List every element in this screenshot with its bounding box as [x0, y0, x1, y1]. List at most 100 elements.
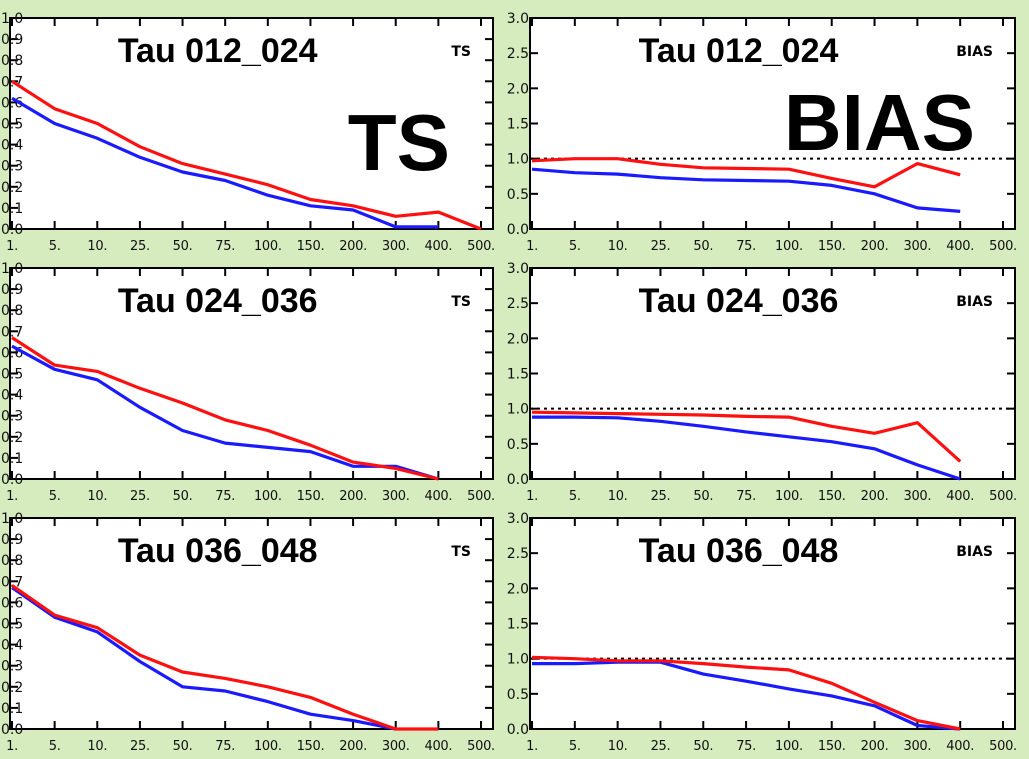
x-tick-label: 150.: [297, 489, 325, 504]
y-tick-label: 0.5: [507, 187, 529, 203]
x-tick-label: 300.: [903, 739, 931, 754]
x-tick-label: 10.: [608, 739, 628, 754]
x-tick-label: 150.: [818, 489, 846, 504]
x-tick-label: 5.: [569, 489, 581, 504]
x-tick-label: 150.: [297, 239, 325, 254]
x-tick-label: 100.: [775, 239, 803, 254]
y-tick-label: 2.0: [507, 81, 529, 97]
plot-area: [529, 517, 1016, 730]
series-line-red: [531, 655, 961, 731]
x-tick-label: 100.: [254, 739, 282, 754]
y-tick-label: 2.5: [507, 296, 529, 312]
x-tick-label: 25.: [130, 739, 150, 754]
x-tick-label: 500.: [467, 489, 495, 504]
series-line-red: [11, 336, 439, 481]
series-line-blue: [11, 344, 439, 481]
x-tick-label: 75.: [736, 739, 756, 754]
x-tick-label: 500.: [989, 239, 1017, 254]
panel-tag: BIAS: [956, 44, 993, 60]
x-tick-label: 150.: [818, 239, 846, 254]
x-tick-label: 50.: [693, 739, 713, 754]
x-tick-label: 1.: [526, 739, 538, 754]
x-tick-label: 500.: [989, 739, 1017, 754]
x-tick-label: 300.: [903, 489, 931, 504]
y-tick-label: 0.0: [507, 472, 529, 488]
x-tick-label: 50.: [173, 489, 193, 504]
panel-tag: BIAS: [956, 294, 993, 310]
chart-panel-2: 0.0 0.5 1.0 1.5 2.0 2.5 3.0 1. 5. 10. 25. 50. 75. 100…: [507, 11, 1017, 254]
y-tick-label: 0.2: [1, 180, 23, 196]
panel-tag: TS: [451, 544, 471, 560]
x-tick-label: 25.: [130, 489, 150, 504]
series-line-blue: [11, 96, 439, 229]
y-tick-label: 0.5: [1, 367, 23, 383]
x-tick-label: 10.: [87, 489, 107, 504]
x-tick-label: 25.: [651, 489, 671, 504]
y-tick-label: 0.5: [507, 687, 529, 703]
y-tick-label: 0.3: [1, 159, 23, 175]
x-tick-label: 1.: [6, 239, 18, 254]
y-tick-label: 0.8: [1, 553, 23, 569]
x-tick-label: 10.: [608, 489, 628, 504]
series-line-blue: [532, 660, 961, 731]
x-tick-label: 75.: [215, 489, 235, 504]
x-tick-label: 400.: [424, 239, 452, 254]
x-tick-label: 500.: [467, 739, 495, 754]
x-tick-label: 150.: [297, 739, 325, 754]
series-line-red: [531, 410, 962, 463]
big-overlay-label: TS: [348, 98, 450, 187]
panel-title: Tau 012_024: [118, 32, 318, 70]
x-tick-label: 100.: [254, 239, 282, 254]
y-tick-label: 0.1: [1, 201, 23, 217]
x-tick-label: 100.: [775, 739, 803, 754]
y-tick-label: 0.0: [1, 722, 23, 738]
x-tick-label: 400.: [946, 739, 974, 754]
chart-panel-4: 0.0 0.5 1.0 1.5 2.0 2.5 3.0 1. 5. 10. 25. 50. 75. 100…: [507, 261, 1017, 504]
panel-title: Tau 024_036: [639, 282, 839, 320]
x-tick-label: 10.: [608, 239, 628, 254]
y-tick-label: 0.9: [1, 282, 23, 298]
series-line-blue: [531, 167, 961, 213]
y-tick-label: 0.4: [1, 388, 23, 404]
big-overlay-label: BIAS: [784, 78, 975, 167]
y-tick-label: 2.0: [507, 331, 529, 347]
chart-panel-6: 0.0 0.5 1.0 1.5 2.0 2.5 3.0 1. 5. 10. 25. 50. 75. 100…: [507, 511, 1017, 754]
y-tick-label: 0.7: [1, 324, 23, 340]
y-tick-label: 0.2: [1, 680, 23, 696]
chart-panel-5: 0.00.10.20.30.40.50.60.70.80.91.01.5.10.…: [1, 511, 495, 754]
x-tick-label: 300.: [382, 739, 410, 754]
x-tick-label: 1.: [526, 489, 538, 504]
x-tick-label: 75.: [736, 239, 756, 254]
x-tick-label: 200.: [339, 239, 367, 254]
y-tick-label: 0.5: [507, 437, 529, 453]
panel-title: Tau 036_048: [118, 532, 318, 570]
x-tick-label: 400.: [946, 239, 974, 254]
panel-title: Tau 012_024: [639, 32, 839, 70]
x-tick-label: 5.: [49, 739, 61, 754]
x-tick-label: 200.: [339, 739, 367, 754]
plot-area: [529, 267, 1016, 480]
x-tick-label: 5.: [49, 489, 61, 504]
series-line-red: [531, 157, 961, 189]
plot-area: [9, 17, 494, 230]
x-tick-label: 150.: [818, 739, 846, 754]
series-line-blue: [532, 415, 961, 481]
x-tick-label: 50.: [173, 739, 193, 754]
plot-area: [529, 17, 1016, 230]
y-tick-label: 0.8: [1, 53, 23, 69]
x-tick-label: 1.: [526, 239, 538, 254]
x-tick-label: 5.: [49, 239, 61, 254]
x-tick-label: 300.: [903, 239, 931, 254]
y-tick-label: 3.0: [507, 11, 529, 27]
x-tick-label: 25.: [651, 239, 671, 254]
y-tick-label: 3.0: [507, 261, 529, 277]
y-tick-label: 0.6: [1, 595, 23, 611]
y-tick-label: 0.4: [1, 138, 23, 154]
y-tick-label: 0.0: [1, 472, 23, 488]
y-tick-label: 0.0: [507, 222, 529, 238]
x-tick-label: 1.: [6, 489, 18, 504]
x-tick-label: 500.: [467, 239, 495, 254]
x-tick-label: 50.: [173, 239, 193, 254]
x-tick-label: 200.: [861, 739, 889, 754]
